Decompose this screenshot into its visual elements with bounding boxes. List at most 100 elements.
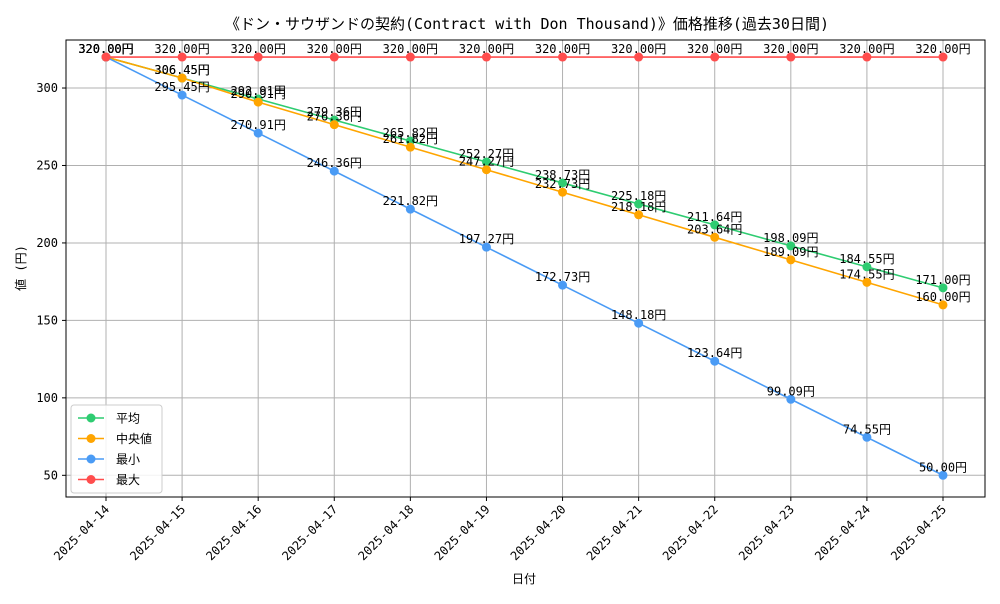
x-tick-label: 2025-04-18 bbox=[355, 502, 416, 563]
legend-item: 平均 bbox=[78, 412, 140, 426]
data-label: 160.00円 bbox=[915, 290, 970, 304]
data-label: 279.36円 bbox=[307, 105, 362, 119]
data-label: 320.00円 bbox=[687, 42, 742, 56]
data-label: 320.00円 bbox=[839, 42, 894, 56]
data-point bbox=[634, 210, 644, 220]
data-point bbox=[177, 52, 187, 62]
x-tick-label: 2025-04-21 bbox=[584, 502, 645, 563]
data-label: 320.00円 bbox=[78, 42, 133, 56]
data-label: 148.18円 bbox=[611, 308, 666, 322]
legend-item: 最大 bbox=[78, 473, 140, 487]
series-line bbox=[105, 56, 944, 289]
data-label: 198.09円 bbox=[763, 231, 818, 245]
y-tick-label: 250 bbox=[36, 158, 58, 172]
data-label: 320.00円 bbox=[154, 42, 209, 56]
data-point bbox=[862, 52, 872, 62]
legend-label: 平均 bbox=[116, 412, 140, 426]
data-label: 171.00円 bbox=[915, 273, 970, 287]
data-point bbox=[405, 136, 415, 146]
data-labels-series-3: 320.00円 295.45円 270.91円 246.36円 221.82円 197.2… bbox=[78, 42, 967, 474]
legend-label: 最小 bbox=[116, 453, 140, 467]
data-label: 247.27円 bbox=[459, 155, 514, 169]
data-label: 320.00円 bbox=[383, 42, 438, 56]
data-label: 261.82円 bbox=[383, 132, 438, 146]
y-tick-label: 300 bbox=[36, 81, 58, 95]
x-tick-label: 2025-04-24 bbox=[812, 502, 873, 563]
legend-marker bbox=[86, 434, 96, 443]
x-tick-label: 2025-04-20 bbox=[508, 502, 569, 563]
x-tick-label: 2025-04-19 bbox=[432, 502, 493, 563]
data-point bbox=[177, 90, 187, 100]
data-point bbox=[938, 283, 948, 293]
data-point bbox=[862, 432, 872, 442]
data-point bbox=[101, 52, 111, 62]
data-label: 252.27円 bbox=[459, 147, 514, 161]
data-point bbox=[938, 300, 948, 310]
data-point bbox=[710, 220, 720, 230]
data-point bbox=[329, 166, 339, 176]
data-point bbox=[405, 204, 415, 214]
data-point bbox=[329, 120, 339, 130]
data-point bbox=[634, 318, 644, 328]
legend-item: 中央値 bbox=[78, 431, 152, 446]
data-label: 320.00円 bbox=[78, 42, 133, 56]
data-label: 320.00円 bbox=[78, 42, 133, 56]
data-point bbox=[481, 165, 491, 175]
x-tick-label: 2025-04-15 bbox=[127, 502, 188, 563]
data-point bbox=[786, 394, 796, 404]
y-tick-label: 100 bbox=[36, 391, 58, 405]
y-axis-label: 値 (円) bbox=[13, 245, 28, 291]
y-tick-label: 50 bbox=[44, 468, 58, 482]
x-tick-label: 2025-04-25 bbox=[888, 502, 949, 563]
data-point bbox=[786, 255, 796, 265]
x-tick-label: 2025-04-17 bbox=[279, 502, 340, 563]
data-label: 232.73円 bbox=[535, 177, 590, 191]
data-point bbox=[786, 241, 796, 251]
data-point bbox=[862, 277, 872, 287]
data-label: 295.45円 bbox=[154, 80, 209, 94]
data-labels-series-2: 320.00円 306.45円 290.91円 276.36円 261.82円 247.2… bbox=[78, 42, 970, 304]
legend-item: 最小 bbox=[78, 453, 140, 467]
legend-marker bbox=[86, 475, 96, 484]
data-point bbox=[177, 73, 187, 83]
data-point bbox=[634, 52, 644, 62]
data-label: 221.82円 bbox=[383, 194, 438, 208]
data-label: 189.09円 bbox=[763, 245, 818, 259]
grid-lines bbox=[66, 40, 985, 497]
data-point bbox=[710, 232, 720, 242]
data-label: 172.73円 bbox=[535, 270, 590, 284]
data-point bbox=[786, 52, 796, 62]
legend-label: 中央値 bbox=[116, 431, 152, 446]
series-line bbox=[105, 56, 944, 477]
data-point bbox=[405, 52, 415, 62]
data-label: 320.00円 bbox=[535, 42, 590, 56]
x-axis-label: 日付 bbox=[512, 572, 536, 586]
data-labels-series-4: 320.00円 320.00円 320.00円 320.00円 320.00円 320.0… bbox=[78, 42, 970, 56]
data-label: 218.18円 bbox=[611, 200, 666, 214]
data-point bbox=[253, 128, 263, 138]
data-label: 320.00円 bbox=[763, 42, 818, 56]
x-tick-label: 2025-04-23 bbox=[736, 502, 797, 563]
data-point bbox=[481, 157, 491, 167]
data-point bbox=[329, 52, 339, 62]
data-point bbox=[253, 52, 263, 62]
data-label: 197.27円 bbox=[459, 232, 514, 246]
data-label: 74.55円 bbox=[843, 422, 891, 436]
legend-marker bbox=[86, 413, 96, 423]
data-label: 306.45円 bbox=[154, 63, 209, 77]
data-label: 306.45円 bbox=[154, 63, 209, 77]
data-label: 246.36円 bbox=[307, 156, 362, 170]
data-point bbox=[253, 97, 263, 107]
series-3 bbox=[101, 52, 948, 480]
data-label: 320.00円 bbox=[78, 42, 133, 56]
data-point bbox=[634, 199, 644, 209]
data-labels-series-1: 320.00円 306.45円 292.91円 279.36円 265.82円 252.2… bbox=[78, 42, 970, 287]
data-point bbox=[558, 280, 568, 290]
data-label: 211.64円 bbox=[687, 210, 742, 224]
data-point bbox=[481, 242, 491, 252]
data-point bbox=[558, 187, 568, 197]
data-point bbox=[938, 52, 948, 62]
plot-area-frame bbox=[65, 39, 986, 498]
